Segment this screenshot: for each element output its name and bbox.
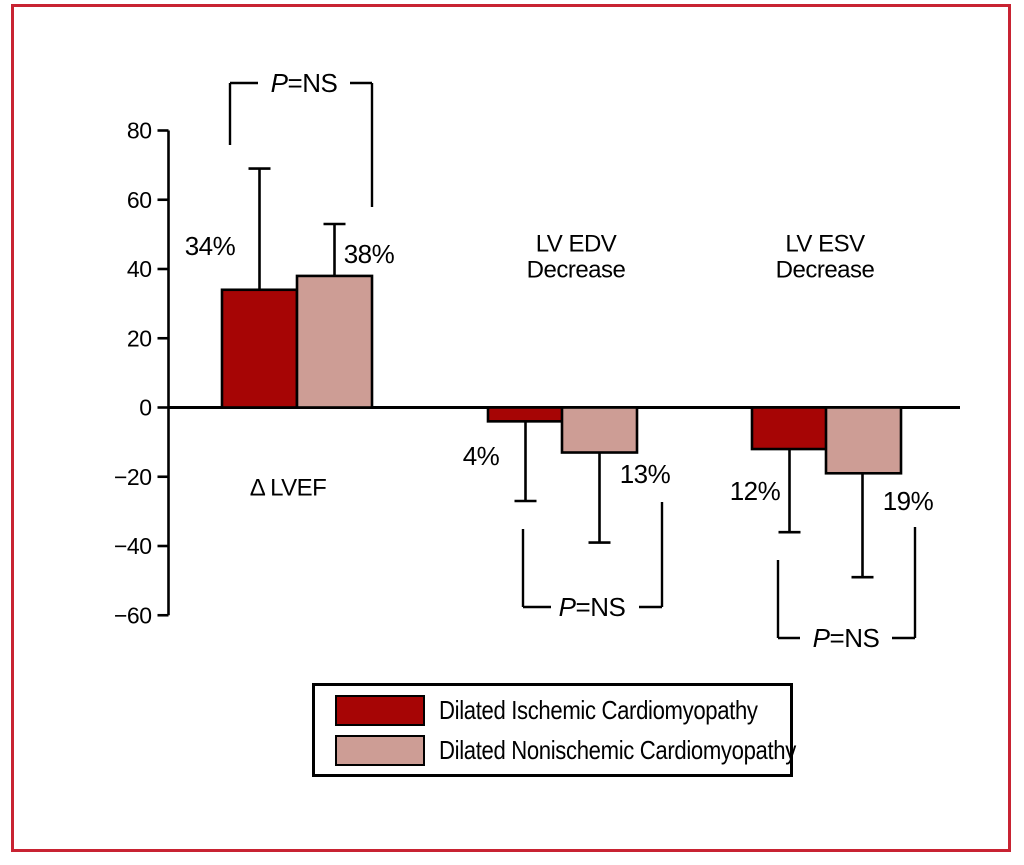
legend: Dilated Ischemic Cardiomyopathy Dilated … bbox=[312, 683, 796, 777]
legend-label-ischemic: Dilated Ischemic Cardiomyopathy bbox=[439, 695, 758, 725]
y-tick-label: −40 bbox=[114, 533, 152, 559]
y-tick-label: 80 bbox=[127, 118, 152, 144]
value-label: 34% bbox=[185, 231, 236, 261]
p-value-label: P=NS bbox=[271, 68, 338, 98]
legend-item-ischemic: Dilated Ischemic Cardiomyopathy bbox=[335, 695, 814, 726]
category-label: LV EDV bbox=[536, 231, 617, 258]
category-label: Decrease bbox=[776, 257, 875, 284]
p-value-label: P=NS bbox=[813, 623, 880, 653]
category-label: LV ESV bbox=[785, 231, 865, 258]
value-label: 19% bbox=[883, 486, 934, 516]
bar-nonischemic bbox=[295, 274, 374, 409]
bar-ischemic bbox=[486, 406, 565, 423]
category-label: Decrease bbox=[527, 257, 626, 284]
y-tick-label: 0 bbox=[139, 395, 151, 421]
legend-swatch-ischemic bbox=[335, 695, 425, 726]
bar-ischemic bbox=[750, 406, 829, 451]
y-tick-label: 20 bbox=[127, 325, 152, 351]
p-value-label: P=NS bbox=[559, 592, 626, 622]
legend-swatch-nonischemic bbox=[335, 735, 425, 766]
value-label: 4% bbox=[463, 441, 500, 471]
legend-label-nonischemic: Dilated Nonischemic Cardiomyopathy bbox=[439, 735, 796, 765]
value-label: 12% bbox=[730, 476, 781, 506]
y-tick-label: −20 bbox=[114, 464, 152, 490]
bar-nonischemic bbox=[824, 406, 903, 475]
y-tick-label: −60 bbox=[114, 602, 152, 628]
bar-nonischemic bbox=[560, 406, 639, 454]
y-tick-label: 60 bbox=[127, 187, 152, 213]
legend-item-nonischemic: Dilated Nonischemic Cardiomyopathy bbox=[335, 735, 859, 766]
bar-ischemic bbox=[220, 288, 299, 409]
category-label: Δ LVEF bbox=[250, 475, 327, 502]
value-label: 13% bbox=[620, 459, 671, 489]
value-label: 38% bbox=[344, 239, 395, 269]
y-tick-label: 40 bbox=[127, 256, 152, 282]
